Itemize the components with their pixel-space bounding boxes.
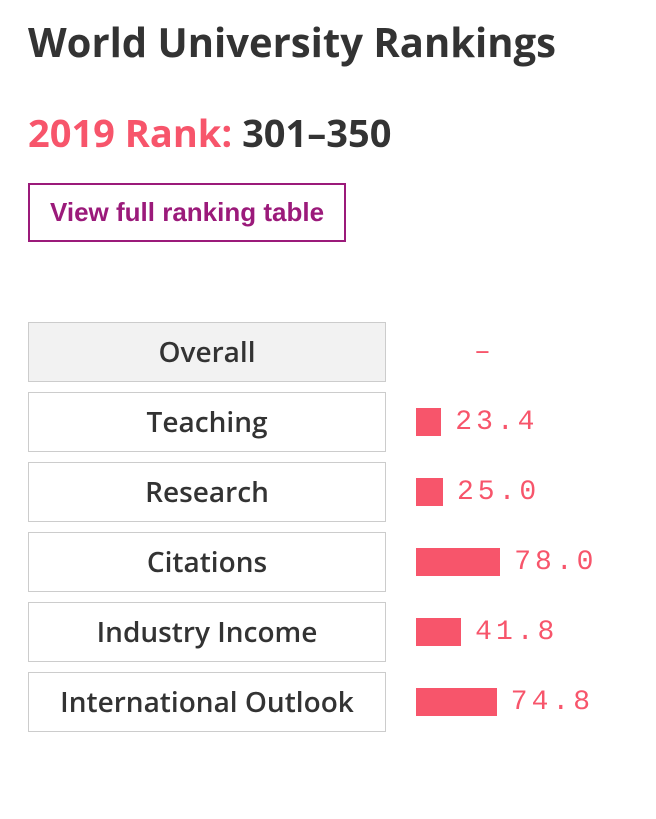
metric-bar	[416, 548, 500, 576]
metric-value: 74.8	[511, 687, 594, 718]
metric-label-cell[interactable]: Citations	[28, 532, 386, 592]
page-title: World University Rankings	[28, 14, 628, 69]
metric-row: Overall –	[28, 322, 628, 382]
metric-label-cell[interactable]: Overall	[28, 322, 386, 382]
metric-bar-area: 41.8	[416, 617, 628, 648]
metric-bar-area: –	[416, 337, 628, 368]
metric-bar	[416, 618, 461, 646]
metric-bar-area: 25.0	[416, 477, 628, 508]
metric-row: Citations 78.0	[28, 532, 628, 592]
rank-label: 2019 Rank:	[28, 107, 232, 159]
metric-bar	[416, 478, 443, 506]
metric-row: Teaching 23.4	[28, 392, 628, 452]
metric-row: Industry Income 41.8	[28, 602, 628, 662]
metric-bar-area: 23.4	[416, 407, 628, 438]
metric-value: 23.4	[455, 407, 538, 438]
metric-row: Research 25.0	[28, 462, 628, 522]
metrics-chart: Overall – Teaching 23.4 Research 25.0 Citation…	[28, 322, 628, 732]
view-full-ranking-button[interactable]: View full ranking table	[28, 183, 346, 242]
metric-row: International Outlook 74.8	[28, 672, 628, 732]
metric-label-cell[interactable]: Teaching	[28, 392, 386, 452]
metric-label-cell[interactable]: International Outlook	[28, 672, 386, 732]
metric-value: –	[474, 337, 495, 368]
rank-line: 2019 Rank: 301–350	[28, 107, 628, 159]
metric-bar-area: 74.8	[416, 687, 628, 718]
metric-bar-area: 78.0	[416, 547, 628, 578]
metric-value: 25.0	[457, 477, 540, 508]
metric-bar	[416, 408, 441, 436]
metric-label-cell[interactable]: Industry Income	[28, 602, 386, 662]
metric-label-cell[interactable]: Research	[28, 462, 386, 522]
metric-value: 41.8	[475, 617, 558, 648]
metric-value: 78.0	[514, 547, 597, 578]
rank-value: 301–350	[242, 107, 391, 159]
metric-bar	[416, 688, 497, 716]
